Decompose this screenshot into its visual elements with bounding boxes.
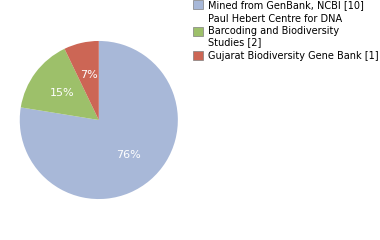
Text: 7%: 7% — [80, 70, 98, 80]
Text: 15%: 15% — [50, 88, 74, 98]
Text: 76%: 76% — [116, 150, 141, 160]
Wedge shape — [21, 49, 99, 120]
Wedge shape — [65, 41, 99, 120]
Legend: Mined from GenBank, NCBI [10], Paul Hebert Centre for DNA
Barcoding and Biodiver: Mined from GenBank, NCBI [10], Paul Hebe… — [193, 0, 378, 61]
Wedge shape — [20, 41, 178, 199]
